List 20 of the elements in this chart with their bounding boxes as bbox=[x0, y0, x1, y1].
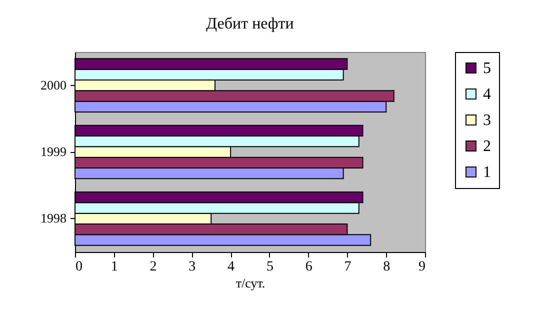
legend-label: 4 bbox=[483, 86, 491, 103]
x-tick-label: 3 bbox=[188, 260, 196, 274]
legend-label: 2 bbox=[483, 138, 491, 155]
x-tick-label: 7 bbox=[344, 260, 352, 274]
x-tick-label: 2 bbox=[150, 260, 157, 274]
legend-label: 1 bbox=[483, 164, 491, 181]
x-tick-label: 5 bbox=[266, 260, 274, 274]
y-tick-label: 2000 bbox=[40, 77, 66, 92]
x-tick-label: 0 bbox=[76, 260, 82, 274]
chart-title: Дебит нефти bbox=[206, 16, 294, 32]
y-tick-label: 1998 bbox=[40, 210, 66, 226]
x-tick-label: 4 bbox=[228, 260, 235, 274]
y-tick-label: 1999 bbox=[40, 144, 66, 159]
x-tick-label: 1 bbox=[110, 260, 118, 274]
legend-label: 3 bbox=[483, 112, 491, 129]
x-axis-title: т/сут. bbox=[236, 276, 266, 290]
legend-label: 5 bbox=[483, 60, 491, 77]
x-tick-label: 8 bbox=[383, 260, 390, 274]
x-tick-label: 9 bbox=[418, 260, 426, 274]
x-tick-label: 6 bbox=[305, 260, 312, 274]
